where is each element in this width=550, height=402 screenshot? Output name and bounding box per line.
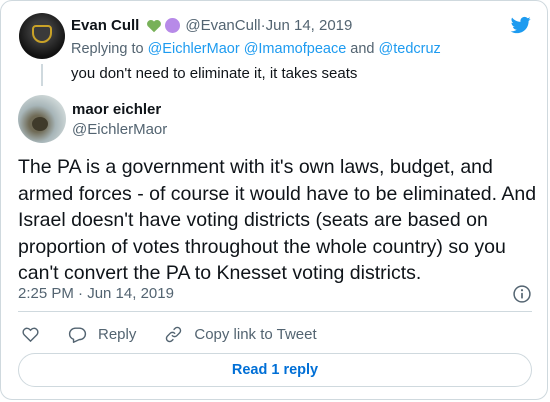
mention-link[interactable]: @Imamofpeace xyxy=(243,41,347,57)
reply-label: Reply xyxy=(98,325,137,343)
main-author-name[interactable]: maor eichler xyxy=(72,101,162,118)
purple-circle-icon xyxy=(165,18,181,33)
main-author-avatar[interactable] xyxy=(18,95,66,143)
heart-outline-icon xyxy=(22,327,39,342)
parent-tweet-header: Evan Cull @EvanCull · Jun 14, 2019 xyxy=(71,17,352,34)
parent-date-separator: · xyxy=(260,17,266,34)
speech-bubble-icon xyxy=(68,326,87,343)
like-button[interactable] xyxy=(21,325,40,344)
replying-to-prefix: Replying to xyxy=(71,41,148,57)
replying-to-line: Replying to @EichlerMaor @Imamofpeace an… xyxy=(71,41,441,57)
avatar-photo-detail xyxy=(32,117,48,131)
read-replies-button[interactable]: Read 1 reply xyxy=(18,353,532,387)
parent-tweet-date[interactable]: Jun 14, 2019 xyxy=(265,17,353,34)
parent-tweet-text: you don't need to eliminate it, it takes… xyxy=(71,65,358,82)
avatar-crest-icon xyxy=(32,25,52,43)
copy-link-button[interactable]: Copy link to Tweet xyxy=(164,325,317,344)
tweet-timestamp[interactable]: 2:25 PM · Jun 14, 2019 xyxy=(18,285,174,302)
tweet-actions: Reply Copy link to Tweet xyxy=(21,323,317,345)
green-heart-icon xyxy=(147,19,162,32)
parent-author-name[interactable]: Evan Cull xyxy=(71,17,140,34)
parent-author-avatar[interactable] xyxy=(19,13,65,59)
main-author-handle[interactable]: @EichlerMaor xyxy=(72,121,168,138)
twitter-bird-icon[interactable] xyxy=(509,15,533,35)
main-tweet-text: The PA is a government with it's own law… xyxy=(18,156,537,284)
mention-link[interactable]: @EichlerMaor xyxy=(147,41,240,57)
copy-link-label: Copy link to Tweet xyxy=(194,325,317,343)
reply-button[interactable]: Reply xyxy=(68,325,136,344)
mention-link[interactable]: @tedcruz xyxy=(378,41,441,57)
info-icon[interactable] xyxy=(512,284,532,304)
replying-and: and xyxy=(346,41,379,57)
parent-author-handle[interactable]: @EvanCull xyxy=(185,17,261,34)
link-icon xyxy=(166,326,182,342)
actions-divider xyxy=(18,311,532,312)
thread-connector-line xyxy=(41,64,43,86)
